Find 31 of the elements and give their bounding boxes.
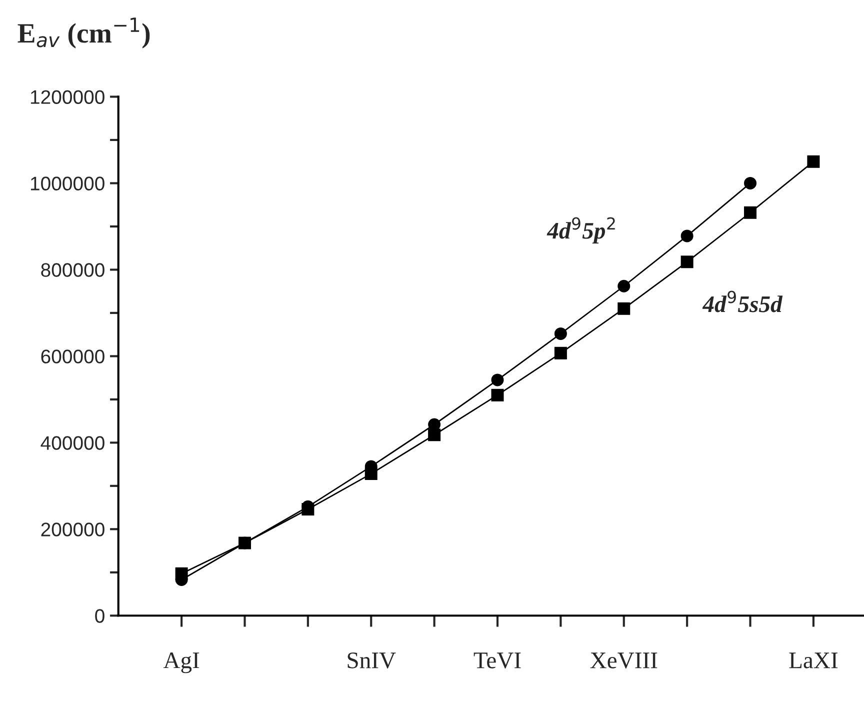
point xyxy=(175,567,188,580)
point xyxy=(491,374,504,386)
x-tick-label: AgI xyxy=(163,652,200,674)
y-tick-label: 1000000 xyxy=(30,176,104,190)
y-tick-label: 0 xyxy=(95,609,104,623)
point xyxy=(744,176,757,190)
x-tick-label: TeVI xyxy=(474,652,521,668)
point xyxy=(238,536,251,550)
point xyxy=(807,155,820,168)
point xyxy=(302,503,314,516)
point xyxy=(554,327,567,340)
y-tick-label: 600000 xyxy=(41,350,104,364)
x-tick-label: SnIV xyxy=(348,652,396,668)
y-tick-label: 800000 xyxy=(41,263,104,277)
point xyxy=(744,206,757,219)
point xyxy=(428,428,441,442)
point xyxy=(491,388,504,402)
series-label: 4d$^{9}$5s5d xyxy=(702,290,783,312)
point xyxy=(618,302,630,315)
y-tick-label: 1200000 xyxy=(30,90,104,104)
y-tick-label: 200000 xyxy=(41,522,104,536)
x-tick-label: XeVIII xyxy=(590,652,658,668)
x-tick-label: LaXI xyxy=(789,652,838,668)
point xyxy=(554,346,567,360)
point xyxy=(364,468,378,480)
point xyxy=(680,256,694,268)
y-axis-title: E$_{av}$ (cm$^{−1}$) xyxy=(18,18,150,48)
point xyxy=(618,280,630,292)
point xyxy=(680,230,694,242)
y-tick-label: 400000 xyxy=(40,436,104,450)
series-label: 4d$^{9}$5p$^{2}$ xyxy=(546,217,615,244)
